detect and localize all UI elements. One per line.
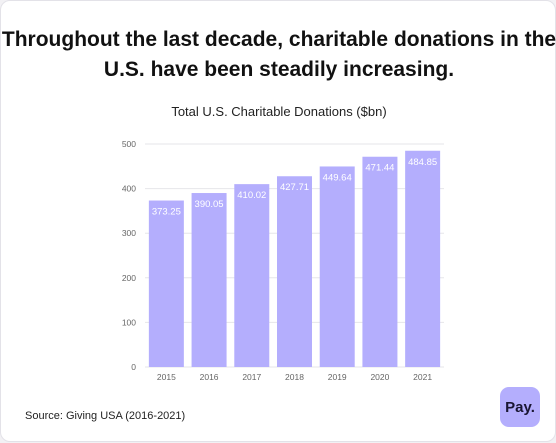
bar: [191, 193, 227, 367]
y-axis-ticks: 0 100 200 300 400 500: [122, 139, 136, 372]
y-tick-label: 300: [122, 228, 136, 238]
pay-logo: Pay.: [500, 387, 540, 427]
bar-value-label: 390.05: [195, 199, 224, 210]
logo-text: Pay.: [505, 398, 535, 416]
y-tick-label: 400: [122, 184, 136, 194]
x-tick-label: 2018: [285, 372, 304, 382]
x-tick-label: 2019: [328, 372, 347, 382]
y-tick-label: 100: [122, 317, 136, 327]
bar: [362, 156, 398, 367]
y-tick-label: 500: [122, 139, 136, 149]
x-tick-label: 2020: [370, 372, 389, 382]
bar-value-label: 410.02: [237, 190, 266, 201]
headline: Throughout the last decade, charitable d…: [1, 28, 556, 81]
bar: [234, 184, 270, 367]
chart-title: Total U.S. Charitable Donations ($bn): [171, 104, 387, 119]
source-note: Source: Giving USA (2016-2021): [25, 410, 186, 422]
y-tick-label: 0: [131, 362, 136, 372]
bar: [319, 166, 355, 367]
bar-value-label: 484.85: [408, 157, 437, 168]
bar-value-label: 373.25: [152, 207, 181, 218]
y-tick-label: 200: [122, 273, 136, 283]
bar-value-label: 427.71: [280, 182, 309, 193]
x-axis-ticks: 2015 2016 2017 2018 2019 2020 2021: [157, 372, 432, 382]
bars: 373.25 390.05 410.02 427.71 449.64 471.44 484.…: [148, 150, 441, 367]
bar: [277, 176, 312, 367]
bar-value-label: 449.64: [323, 172, 352, 183]
x-tick-label: 2017: [242, 372, 261, 382]
bar-value-label: 471.44: [365, 163, 394, 174]
x-tick-label: 2015: [157, 372, 176, 382]
x-tick-label: 2016: [200, 372, 219, 382]
bar: [405, 150, 441, 367]
x-tick-label: 2021: [413, 372, 432, 382]
bar: [148, 200, 184, 367]
